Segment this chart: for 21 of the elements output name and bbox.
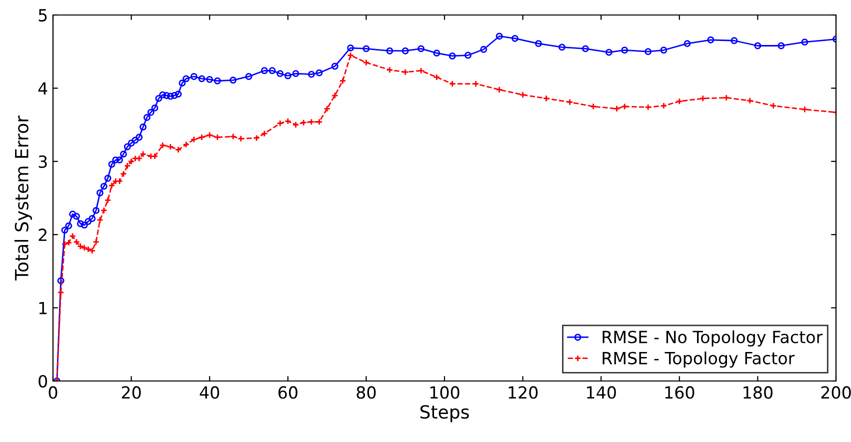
x-tick-label: 120 xyxy=(508,386,538,399)
legend-label: RMSE - Topology Factor xyxy=(602,352,795,368)
x-tick-label: 200 xyxy=(821,386,851,399)
y-tick-label: 4 xyxy=(38,82,48,95)
x-tick-label: 100 xyxy=(430,386,460,399)
x-tick-label: 80 xyxy=(356,386,376,399)
x-tick-label: 40 xyxy=(200,386,220,399)
x-tick-label: 180 xyxy=(744,386,772,399)
x-axis-title: Steps xyxy=(420,405,469,422)
legend-label: RMSE - No Topology Factor xyxy=(602,330,823,347)
y-tick-label: 1 xyxy=(39,302,47,314)
x-tick-label: 0 xyxy=(48,386,58,399)
y-tick-label: 2 xyxy=(38,228,46,241)
x-tick-label: 60 xyxy=(278,386,298,399)
y-tick-label: 3 xyxy=(38,155,47,168)
y-tick-label: 5 xyxy=(38,9,47,22)
x-tick-label: 20 xyxy=(122,386,141,399)
x-tick-label: 160 xyxy=(665,386,694,399)
y-tick-label: 0 xyxy=(38,374,48,388)
y-axis-title: Total System Error xyxy=(14,116,32,281)
x-tick-label: 140 xyxy=(587,386,616,399)
